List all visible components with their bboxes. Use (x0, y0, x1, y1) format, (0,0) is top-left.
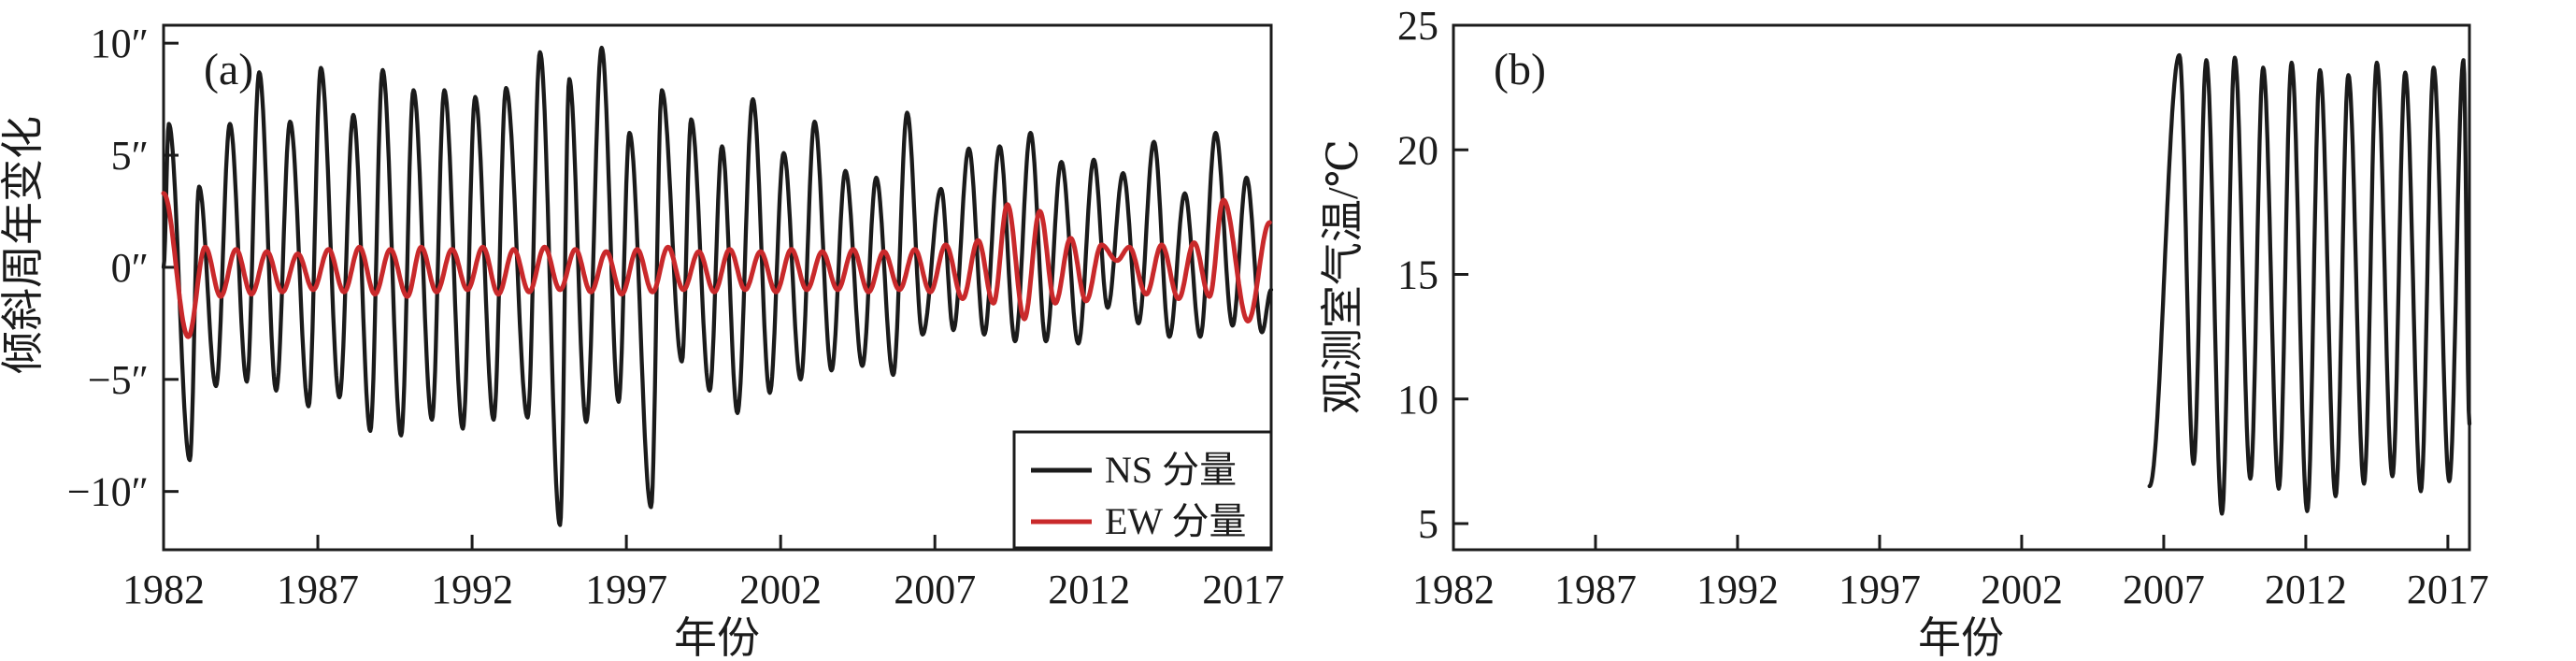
x-tick-label: 2007 (894, 567, 976, 612)
y-tick-label: 5″ (111, 133, 149, 179)
y-tick-label: 15 (1397, 252, 1438, 298)
panel-b-label: (b) (1494, 45, 1546, 94)
x-tick-label: 1982 (1412, 567, 1495, 612)
x-tick-label: 2002 (1981, 567, 2063, 612)
y-tick-label: 10 (1397, 377, 1438, 423)
panel-a-label: (a) (204, 45, 253, 94)
x-tick-label: 2012 (2265, 567, 2347, 612)
series-line-NS 分量 (161, 45, 1274, 527)
y-tick-label: 0″ (111, 245, 149, 291)
tilt-x-axis-title: 年份 (674, 614, 760, 661)
x-tick-label: 1992 (431, 567, 513, 612)
x-tick-label: 1992 (1696, 567, 1779, 612)
x-tick-label: 2002 (739, 567, 822, 612)
plot-frame (1452, 23, 2471, 552)
tilt-chart-panel: 10″ 5″ 0″ −5″ −10″ 1982 1987 1992 1997 2002 2007 20… (0, 21, 1284, 661)
tilt-y-axis-title: 倾斜周年变化 (0, 116, 47, 374)
x-tick-label: 1997 (585, 567, 667, 612)
x-tick-label: 1982 (122, 567, 205, 612)
y-tick-label: 25 (1397, 3, 1438, 49)
tilt-chart-svg: 10″ 5″ 0″ −5″ −10″ 1982 1987 1992 1997 2002 2007 20… (0, 21, 1284, 661)
series-line-观测室气温 (2147, 52, 2472, 516)
legend-ew-label: EW 分量 (1105, 500, 1246, 542)
x-tick-label: 1987 (277, 567, 359, 612)
temperature-y-axis-title: 观测室气温/℃ (1319, 139, 1367, 414)
plot-frame (162, 23, 1273, 552)
temperature-chart-svg: 25 20 15 10 5 1982 1987 1992 1997 2002 2007 2012 201… (1319, 3, 2489, 661)
series-line-EW 分量 (161, 191, 1272, 339)
temperature-x-axis-title: 年份 (1918, 614, 2004, 661)
legend-ns-label: NS 分量 (1105, 449, 1237, 491)
tilt-chart-generated: 10″ 5″ 0″ −5″ −10″ 1982 1987 1992 1997 2002 2007 20… (67, 21, 1284, 612)
x-tick-label: 1987 (1554, 567, 1637, 612)
x-tick-label: 2017 (2407, 567, 2489, 612)
temperature-chart-generated: 25 20 15 10 5 1982 1987 1992 1997 2002 2007 2012 201… (1397, 3, 2489, 612)
x-tick-label: 1997 (1839, 567, 1921, 612)
x-tick-label: 2017 (1202, 567, 1284, 612)
temperature-chart-panel: 25 20 15 10 5 1982 1987 1992 1997 2002 2007 2012 201… (1309, 0, 2576, 661)
y-tick-label: −5″ (88, 357, 149, 403)
x-tick-label: 2012 (1048, 567, 1130, 612)
legend-box (1012, 430, 1273, 550)
y-tick-label: 20 (1397, 127, 1438, 173)
y-tick-label: −10″ (67, 469, 149, 515)
x-tick-label: 2007 (2123, 567, 2205, 612)
y-tick-label: 10″ (91, 21, 149, 66)
tilt-legend: NS 分量 EW 分量 (1012, 430, 1273, 550)
y-tick-label: 5 (1418, 501, 1438, 547)
